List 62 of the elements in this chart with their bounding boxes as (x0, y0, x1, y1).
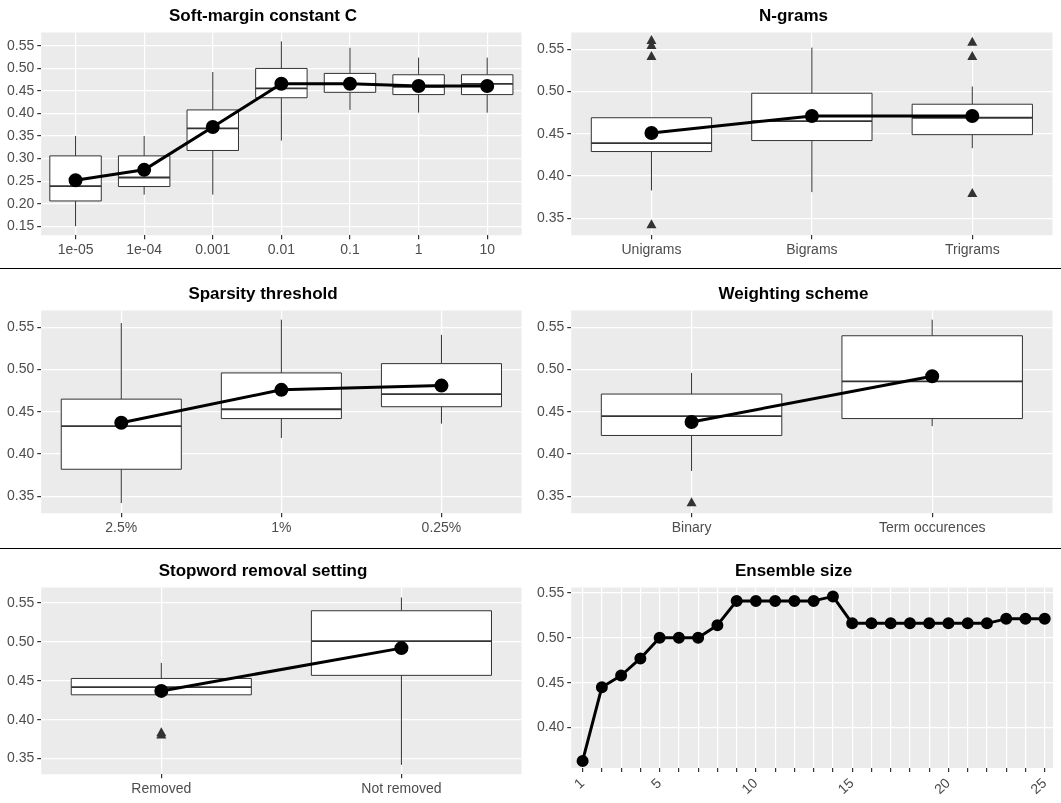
y-tick-label: 0.55 (7, 36, 35, 53)
chart-title: Ensemble size (734, 560, 853, 580)
x-tick-label: Term occurences (878, 519, 986, 536)
x-tick-label: 10 (738, 774, 761, 797)
x-tick-label: 1% (271, 519, 292, 536)
y-tick-label: 0.50 (537, 82, 565, 99)
y-tick-label: 0.55 (537, 40, 565, 57)
y-tick-label: 0.55 (7, 593, 35, 610)
y-tick-label: 0.45 (537, 402, 565, 419)
x-tick-label: 0.25% (421, 519, 462, 536)
x-tick-label: 15 (834, 774, 857, 797)
y-tick-label: 0.15 (7, 217, 35, 234)
y-tick-label: 0.50 (7, 632, 35, 649)
y-tick-label: 0.35 (7, 487, 35, 504)
y-tick-label: 0.45 (537, 124, 565, 141)
y-tick-label: 0.45 (7, 402, 35, 419)
y-tick-label: 0.40 (537, 718, 565, 735)
chart-title: N-grams (759, 5, 828, 25)
y-tick-label: 0.35 (7, 749, 35, 766)
x-tick-label: Trigrams (944, 241, 1000, 258)
y-tick-label: 0.40 (537, 444, 565, 461)
x-tick-label: 10 (479, 241, 496, 258)
y-tick-label: 0.30 (7, 149, 35, 166)
x-tick-label: 0.001 (195, 241, 231, 258)
x-tick-label: 0.01 (267, 241, 296, 258)
y-tick-label: 0.55 (537, 583, 565, 600)
x-tick-label: 1e-04 (126, 241, 163, 258)
y-tick-label: 0.50 (7, 59, 35, 76)
y-tick-label: 0.35 (537, 487, 565, 504)
x-tick-label: 1e-05 (57, 241, 94, 258)
y-tick-label: 0.40 (7, 710, 35, 727)
x-tick-label: 1 (414, 241, 423, 258)
x-tick-label: 5 (647, 774, 665, 792)
x-tick-label: Binary (671, 519, 712, 536)
x-tick-label: Unigrams (621, 241, 682, 258)
y-tick-label: 0.55 (537, 318, 565, 335)
y-tick-label: 0.40 (7, 444, 35, 461)
chart-title: Stopword removal setting (158, 560, 368, 580)
y-tick-label: 0.45 (537, 673, 565, 690)
y-tick-label: 0.35 (537, 209, 565, 226)
y-tick-label: 0.45 (7, 671, 35, 688)
y-tick-label: 0.50 (537, 628, 565, 645)
x-tick-label: 0.1 (340, 241, 360, 258)
y-tick-label: 0.40 (537, 166, 565, 183)
chart-title: Sparsity threshold (188, 283, 338, 303)
y-tick-label: 0.50 (7, 360, 35, 377)
y-tick-label: 0.20 (7, 194, 35, 211)
x-tick-label: Not removed (361, 780, 442, 797)
y-tick-label: 0.50 (537, 360, 565, 377)
y-tick-label: 0.40 (7, 104, 35, 121)
x-tick-label: 1 (570, 774, 588, 792)
chart-title: Weighting scheme (718, 283, 869, 303)
y-tick-label: 0.35 (7, 126, 35, 143)
x-tick-label: 20 (930, 774, 954, 797)
y-tick-label: 0.25 (7, 171, 35, 188)
x-tick-label: 25 (1027, 774, 1050, 797)
x-tick-label: Bigrams (786, 241, 838, 258)
x-tick-label: 2.5% (105, 519, 138, 536)
y-tick-label: 0.45 (7, 81, 35, 98)
x-tick-label: Removed (131, 780, 192, 797)
chart-title: Soft-margin constant C (169, 5, 357, 25)
y-tick-label: 0.55 (7, 318, 35, 335)
